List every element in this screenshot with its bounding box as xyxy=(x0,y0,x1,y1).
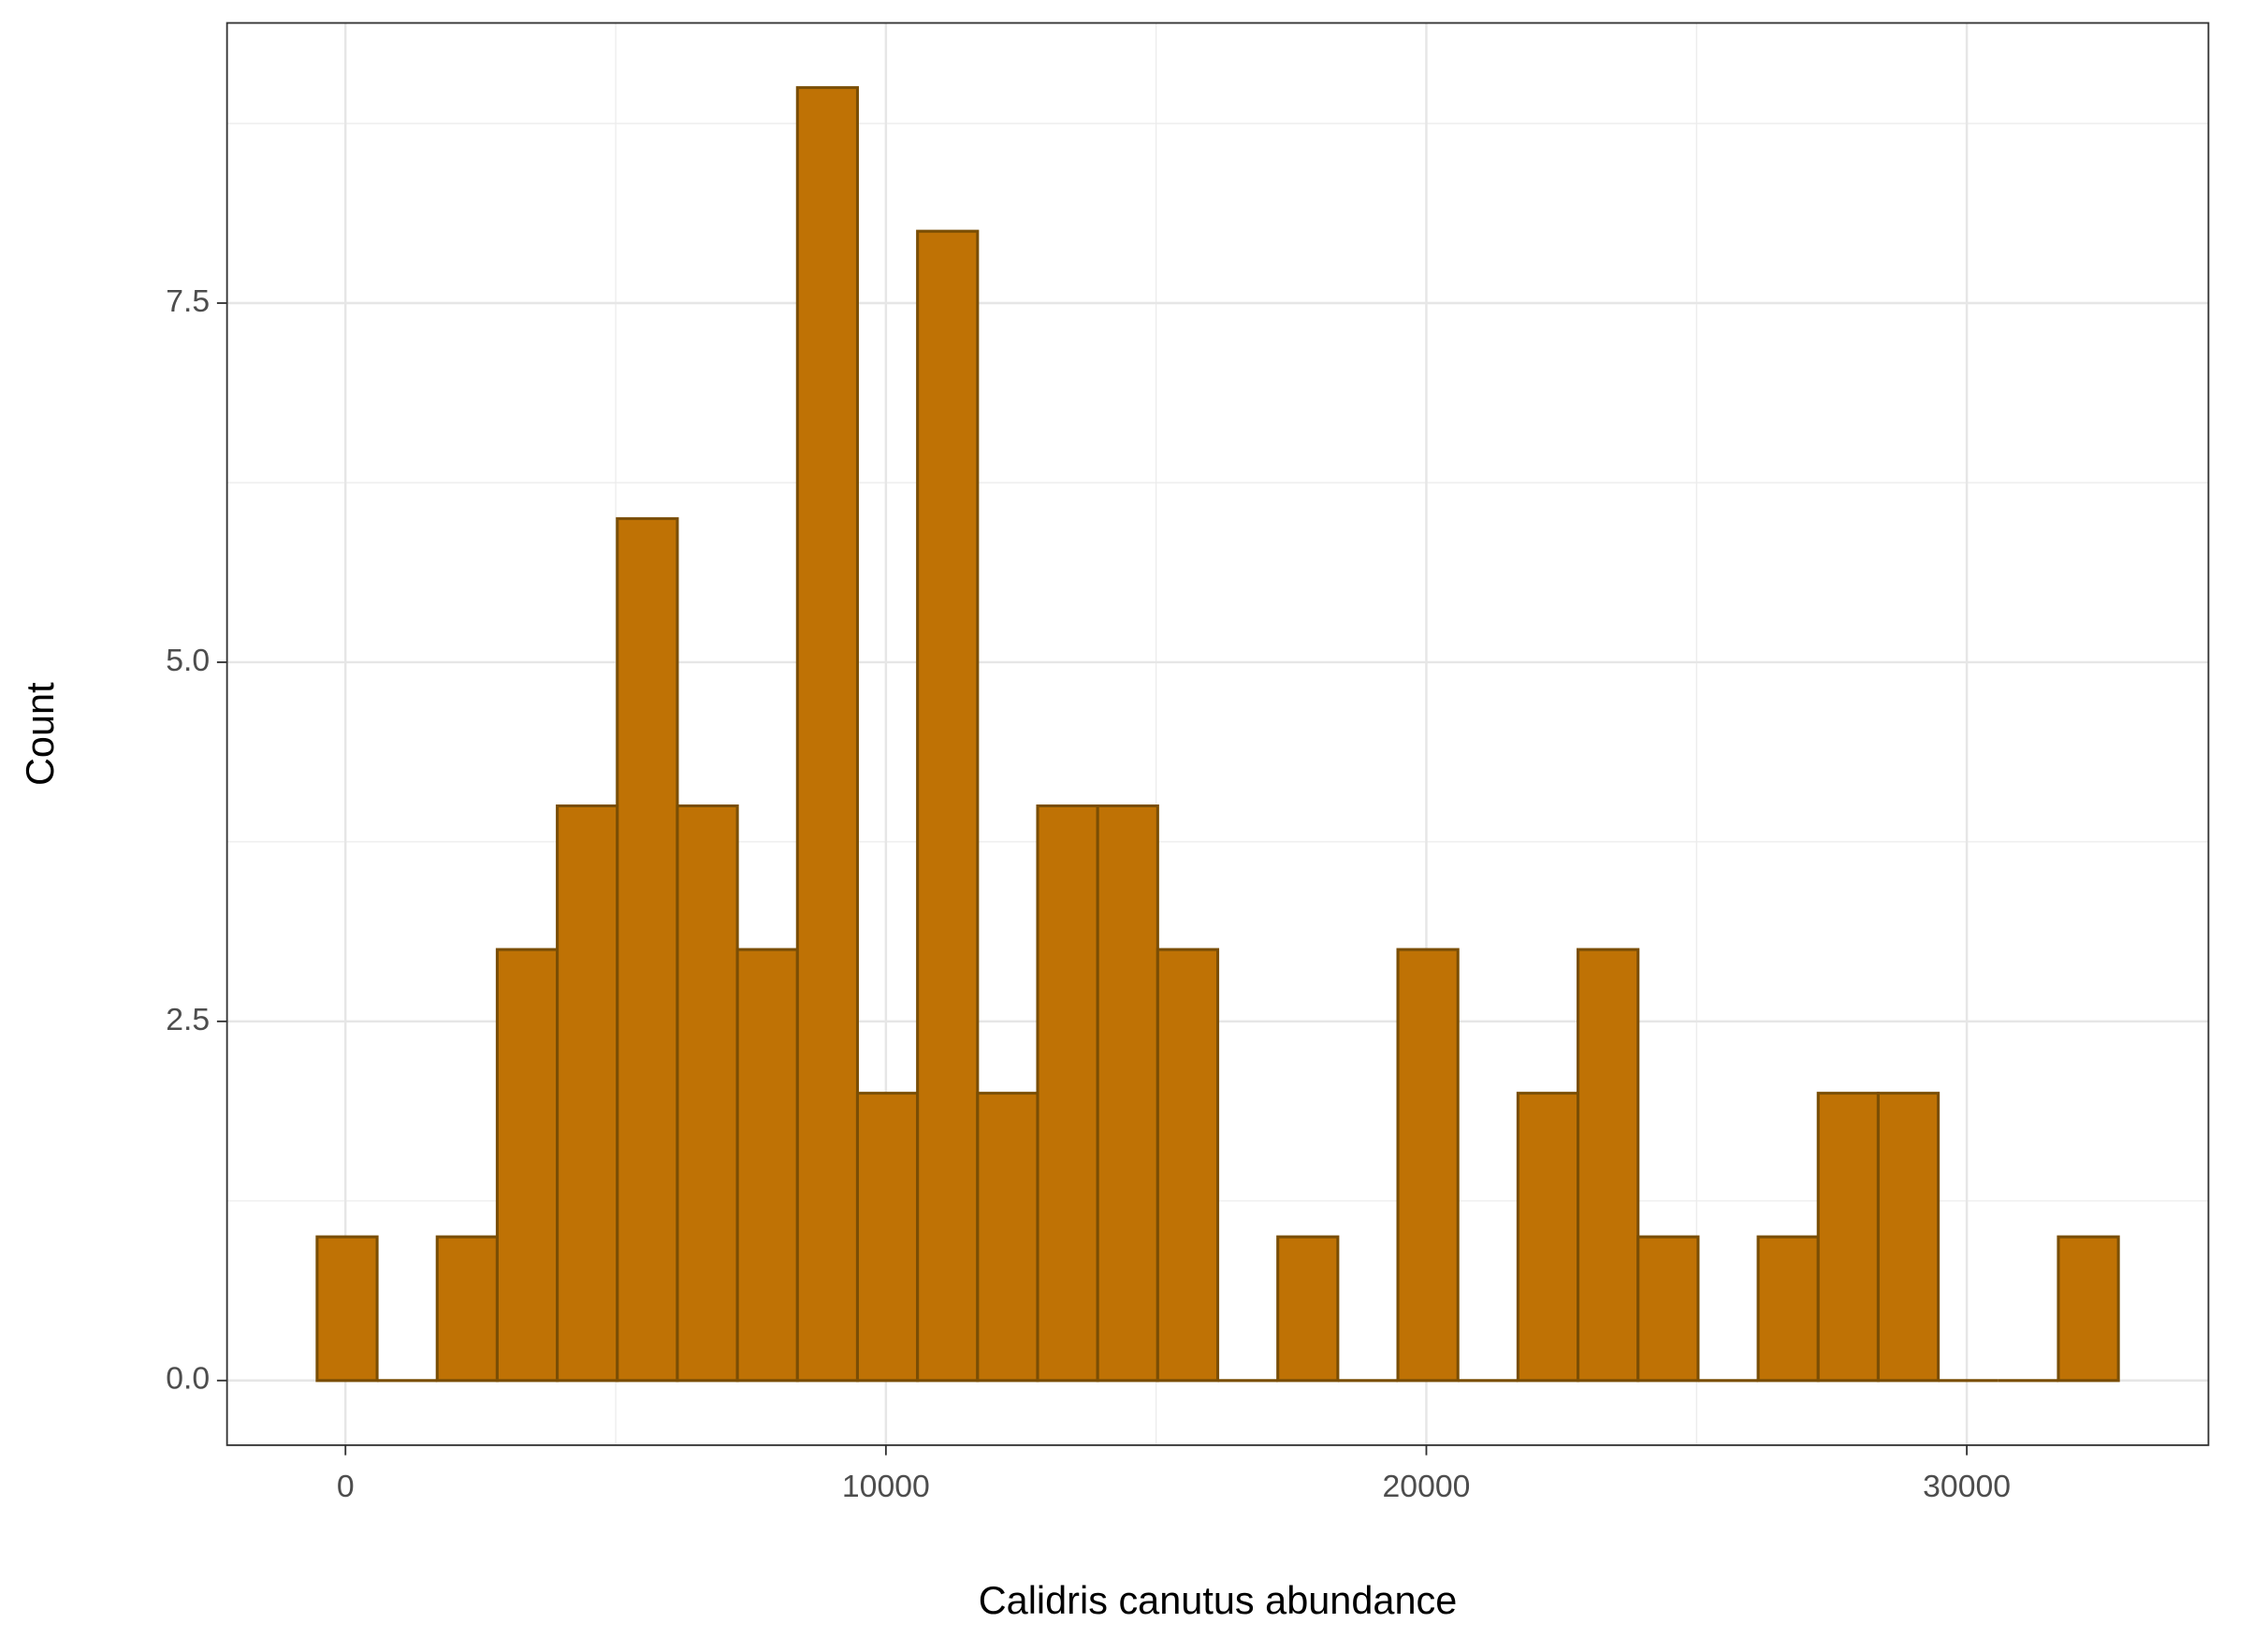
bar xyxy=(1816,1092,1880,1383)
bar xyxy=(1096,804,1159,1383)
bar xyxy=(556,804,619,1383)
bar xyxy=(1636,1235,1700,1383)
bar xyxy=(1276,1235,1340,1383)
panel-border xyxy=(225,22,2210,1446)
y-axis-title: Count xyxy=(18,682,62,786)
bar xyxy=(1396,948,1460,1383)
bar xyxy=(495,948,560,1383)
bar xyxy=(676,804,739,1383)
bar xyxy=(2057,1235,2120,1383)
bars xyxy=(315,86,2120,1383)
bar xyxy=(1756,1235,1820,1383)
y-tick-label: 0.0 xyxy=(166,1361,210,1397)
bar xyxy=(1876,1092,1940,1383)
x-tick-label: 30000 xyxy=(1923,1469,2011,1504)
x-tick-label: 20000 xyxy=(1383,1469,1471,1504)
axes: 0 10000 20000 30000 0.0 2.5 5.0 7.5 xyxy=(166,283,2011,1504)
bar xyxy=(855,1092,920,1383)
bar xyxy=(1577,948,1640,1383)
bar xyxy=(1036,804,1099,1383)
x-tick-label: 10000 xyxy=(842,1469,930,1504)
bar xyxy=(1156,948,1220,1383)
bar xyxy=(916,229,980,1383)
x-axis-title: Calidris canutus abundance xyxy=(979,1578,1458,1622)
bar xyxy=(616,516,679,1383)
x-tick-label: 0 xyxy=(337,1469,355,1504)
y-tick-label: 2.5 xyxy=(166,1002,210,1037)
y-tick-label: 7.5 xyxy=(166,283,210,319)
bar xyxy=(315,1235,379,1383)
bar xyxy=(1516,1092,1580,1383)
y-tick-label: 5.0 xyxy=(166,643,210,678)
bar xyxy=(735,948,799,1383)
bar xyxy=(795,86,860,1383)
bar xyxy=(435,1235,499,1383)
bar xyxy=(976,1092,1039,1383)
